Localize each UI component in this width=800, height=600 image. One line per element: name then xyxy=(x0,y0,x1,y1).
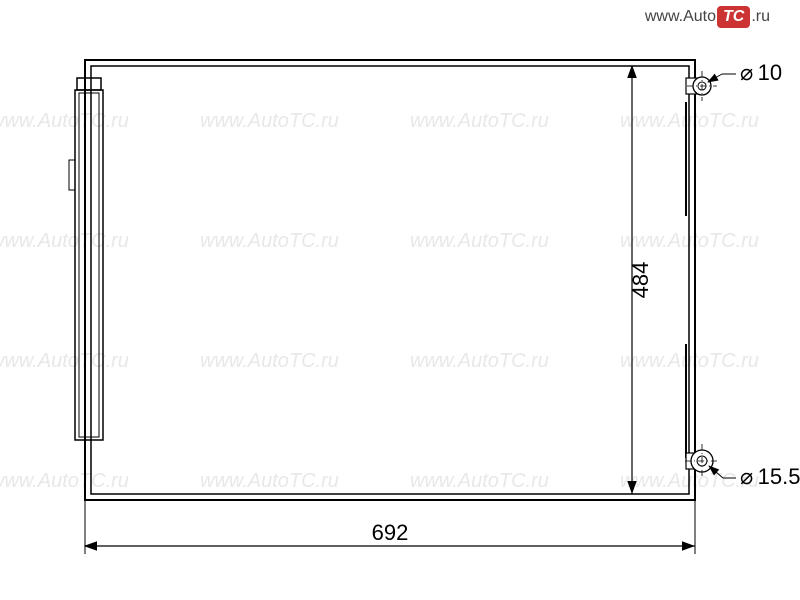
drawing-canvas: www.AutoTC.ruwww.AutoTC.ruwww.AutoTC.ruw… xyxy=(0,0,800,600)
port-bottom-label: ⌀ 15.5 xyxy=(740,464,800,489)
leader-port-top xyxy=(708,74,736,82)
leader-port-bottom xyxy=(709,466,736,478)
port-bottom xyxy=(685,444,719,478)
width-label: 692 xyxy=(372,520,409,545)
port-top xyxy=(686,71,717,101)
port-top-label: ⌀ 10 xyxy=(740,60,782,85)
inner-frame xyxy=(91,66,689,494)
height-label: 484 xyxy=(628,262,653,299)
technical-drawing-svg: 692 484 ⌀ 10 ⌀ 15.5 xyxy=(0,0,800,600)
outer-frame xyxy=(85,60,695,500)
